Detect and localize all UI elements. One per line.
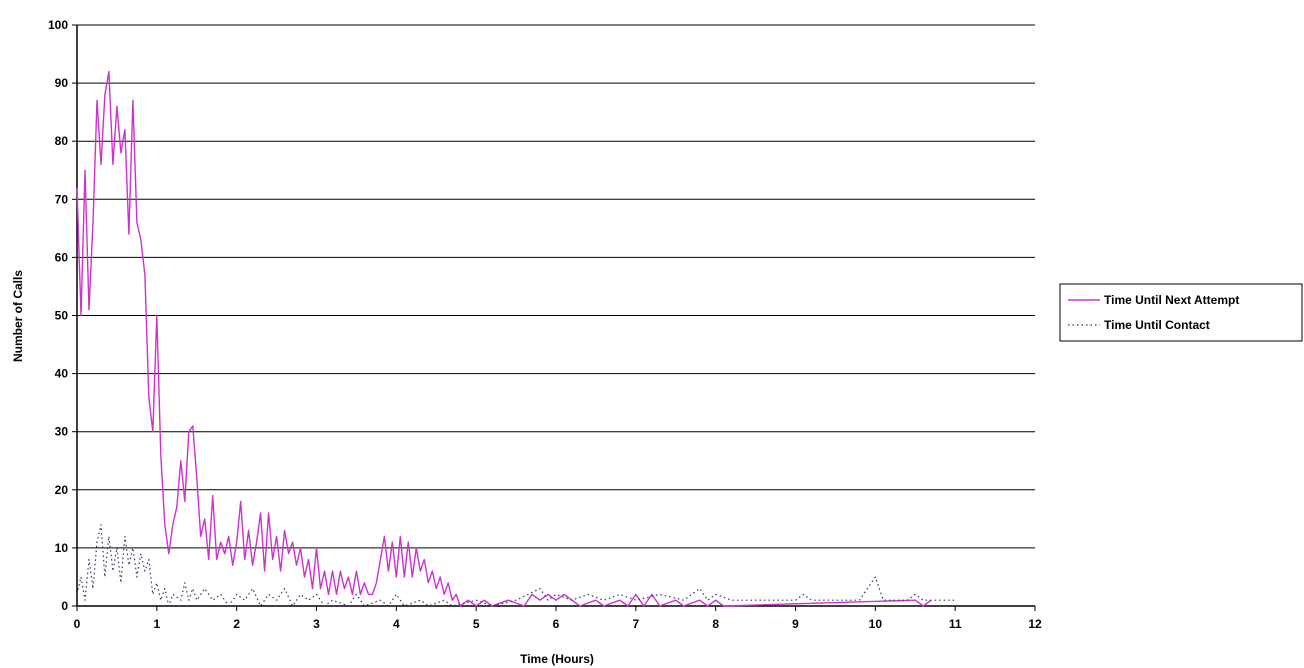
y-tick-label-50: 50 (55, 309, 69, 323)
x-tick-label-10: 10 (869, 617, 883, 631)
legend-label-next-attempt: Time Until Next Attempt (1104, 293, 1239, 307)
y-tick-labels: 0 10 20 30 40 50 60 70 80 90 100 (48, 18, 68, 613)
legend-box (1059, 283, 1303, 342)
y-tick-label-90: 90 (55, 76, 69, 90)
x-tick-label-3: 3 (313, 617, 320, 631)
x-tick-label-9: 9 (792, 617, 799, 631)
x-tick-label-4: 4 (393, 617, 400, 631)
x-axis-title: Time (Hours) (520, 652, 594, 666)
axes (72, 24, 1036, 611)
series-line-1 (76, 524, 956, 607)
y-tick-label-40: 40 (55, 367, 69, 381)
x-tick-label-8: 8 (712, 617, 719, 631)
gridlines (77, 24, 1035, 549)
x-tick-label-11: 11 (949, 617, 962, 631)
x-tick-labels: 0 1 2 3 4 5 6 7 8 9 10 11 12 (74, 617, 1042, 631)
y-tick-label-70: 70 (55, 192, 69, 206)
y-tick-label-0: 0 (61, 599, 68, 613)
y-tick-label-20: 20 (55, 483, 69, 497)
x-tick-label-12: 12 (1028, 617, 1042, 631)
x-tick-label-0: 0 (74, 617, 81, 631)
legend: Time Until Next Attempt Time Until Conta… (1059, 283, 1303, 342)
x-tick-label-1: 1 (153, 617, 160, 631)
x-tick-label-2: 2 (233, 617, 240, 631)
y-tick-label-60: 60 (55, 250, 69, 264)
legend-label-contact: Time Until Contact (1104, 318, 1210, 332)
y-tick-label-100: 100 (48, 18, 68, 32)
y-tick-label-30: 30 (55, 425, 69, 439)
x-tick-label-5: 5 (473, 617, 480, 631)
y-tick-label-10: 10 (55, 541, 69, 555)
series-lines (76, 70, 956, 607)
y-tick-label-80: 80 (55, 134, 69, 148)
series-line-0 (76, 70, 932, 607)
x-tick-label-6: 6 (553, 617, 560, 631)
y-axis-title: Number of Calls (11, 270, 25, 362)
x-tick-label-7: 7 (632, 617, 639, 631)
